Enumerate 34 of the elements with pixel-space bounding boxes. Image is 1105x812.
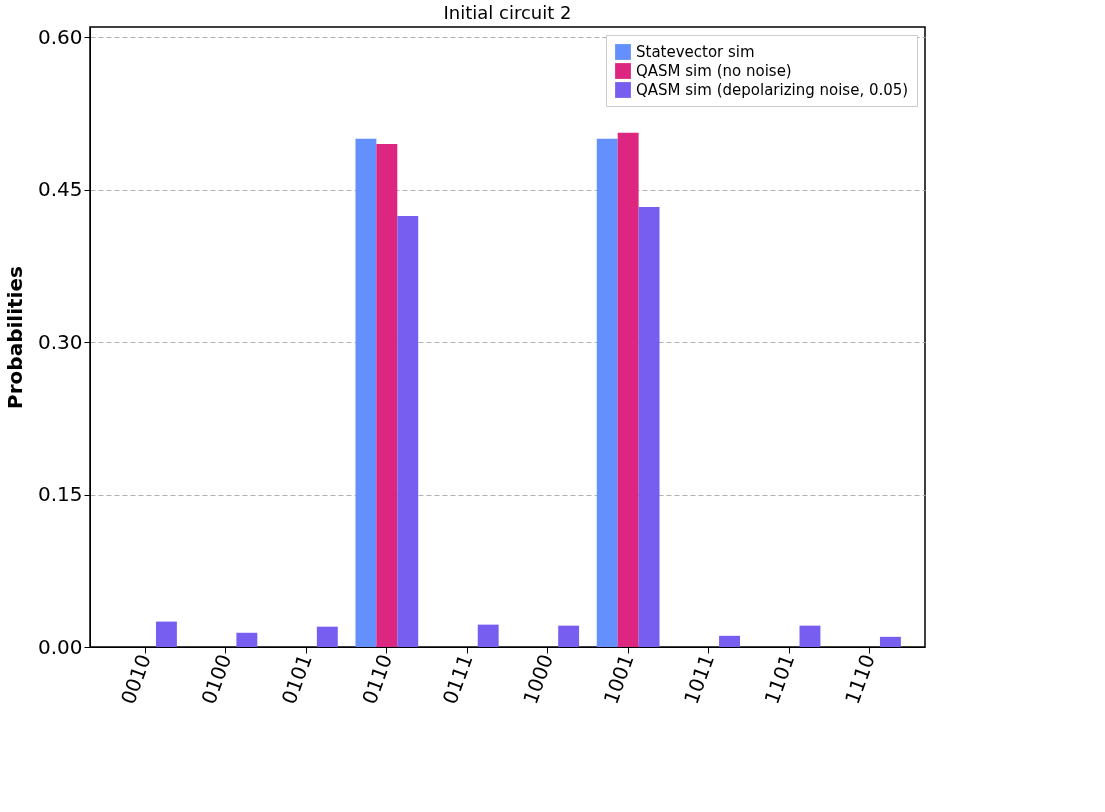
- x-tick-label: 1101: [759, 651, 800, 708]
- bar: [236, 632, 258, 647]
- y-tick-label: 0.15: [37, 482, 83, 507]
- x-tick-label: 0101: [276, 651, 317, 708]
- x-tick-label: 0111: [437, 651, 478, 708]
- x-tick-label: 0010: [115, 651, 156, 708]
- bar: [879, 636, 901, 647]
- bar: [477, 624, 499, 647]
- bar: [638, 206, 660, 647]
- x-tick-label: 0100: [196, 651, 237, 708]
- bar: [376, 143, 398, 647]
- legend-label: Statevector sim: [636, 43, 755, 61]
- y-tick-label: 0.00: [37, 634, 83, 659]
- bar: [155, 621, 177, 647]
- legend-label: QASM sim (no noise): [636, 62, 792, 80]
- x-tick-label: 1011: [678, 651, 719, 708]
- y-tick-label: 0.30: [37, 329, 83, 354]
- bar: [316, 626, 338, 647]
- legend-label: QASM sim (depolarizing noise, 0.05): [636, 81, 909, 99]
- bar: [558, 625, 580, 647]
- x-tick-label: 1000: [518, 651, 559, 708]
- bar: [719, 635, 740, 647]
- x-tick-label: 1110: [839, 651, 880, 708]
- bar: [397, 216, 419, 647]
- y-axis-title: Probabilities: [2, 266, 27, 409]
- y-tick-label: 0.60: [37, 24, 83, 49]
- bar: [355, 138, 377, 647]
- x-tick-label: 0110: [357, 651, 398, 708]
- chart-title: Initial circuit 2: [443, 2, 572, 23]
- y-tick-label: 0.45: [37, 177, 83, 202]
- bar: [799, 625, 821, 647]
- x-tick-label: 1001: [598, 651, 639, 708]
- bar: [617, 132, 639, 647]
- bar: [596, 138, 618, 647]
